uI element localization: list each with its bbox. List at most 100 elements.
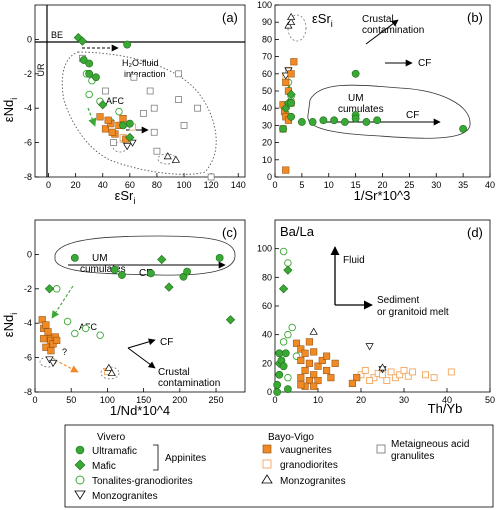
legend-monzogranites-v: Monzogranites (92, 491, 158, 502)
panel-a-point-monzogranites (123, 143, 132, 151)
cf-label-c1: CF (139, 268, 152, 279)
um-label-b: UM (348, 93, 364, 104)
bv-monzogranite-ring-c (100, 366, 120, 380)
panel-d-point-vaugnerites (327, 374, 335, 382)
panel-a-point-ultramafic (123, 40, 132, 49)
panel-a-point-metaigneous-acid-granulites (150, 128, 158, 136)
panel-b-ytick-label: 70 (262, 52, 272, 62)
panel-b-xtick-label: 40 (485, 180, 495, 190)
legend-frame (64, 424, 494, 508)
panel-d-xtick-label: 50 (485, 395, 495, 405)
panel-c-point-mafic (157, 254, 167, 265)
legend-mafic-marker (74, 459, 86, 471)
afc-arrow-a (87, 107, 97, 127)
legend: Vivero Ultramafic Mafic Appinites Tonali… (64, 424, 494, 508)
panel-d-ytick-label: 80 (262, 272, 272, 282)
panel-d-point-granodiorites (383, 377, 391, 384)
legend-metaigneous-marker (376, 444, 386, 454)
legend-bayo-title: Bayo-Vigo (268, 432, 314, 443)
panel-b-point-vaugnerites (287, 70, 295, 78)
panel-d-point-vaugnerites (310, 371, 318, 379)
panel-d-ytick-label: 60 (262, 301, 272, 311)
panel-c-point-vaugnerites (44, 328, 52, 336)
um-label-c: UM (92, 253, 108, 264)
panel-c-point-tonalites-granodiorites (63, 317, 72, 326)
panel-a-point-ultramafic (125, 119, 134, 128)
panel-c-xtick-label: 250 (209, 395, 224, 405)
panel-a-xtick-label: 140 (231, 180, 246, 190)
panel-d-point-vaugnerites (318, 356, 326, 365)
panel-b-point-mafic (286, 89, 296, 100)
panel-c-point-vaugnerites (42, 321, 50, 329)
panel-a-point-metaigneous-acid-granulites (139, 109, 147, 117)
panel-c-label: (c) (222, 225, 237, 240)
panel-d-ytick-label: 40 (262, 330, 272, 340)
panel-d-point-vaugnerites (297, 374, 305, 382)
panel-b-point-ultramafic (287, 112, 296, 121)
panel-c-ytick-label: -6 (24, 353, 32, 363)
panel-b-xtick-label: 0 (272, 180, 277, 190)
panel-b-xtick-label: 25 (404, 180, 414, 190)
legend-tonalites-marker (75, 475, 85, 485)
panel-a-xtick-label: 120 (204, 180, 219, 190)
cf-label-c2: CF (160, 337, 173, 348)
panel-b-ytick-label: 100 (257, 0, 272, 10)
panel-b-point-ultramafic (351, 114, 360, 123)
panel-d-point-vaugnerites (314, 376, 322, 385)
panel-b-xtick-label: 5 (299, 180, 304, 190)
panel-d-point-mafic (283, 265, 293, 275)
panel-d-label: (d) (467, 225, 483, 240)
contamination-label-c: contamination (158, 378, 220, 389)
panel-d-point-monzogranites-bayo-vigo (309, 327, 318, 335)
panel-c-point-vaugnerites (47, 347, 55, 355)
panel-b-ytick-label: 20 (262, 138, 272, 148)
panel-d-point-vaugnerites (292, 339, 301, 347)
panel-d-point-ultramafic (275, 349, 284, 358)
panel-a-point-tonalites-granodiorites (85, 90, 93, 99)
panel-b-point-ultramafic (340, 118, 349, 126)
panel-b-point-ultramafic (297, 118, 306, 126)
contamination-label-b: contamination (362, 25, 424, 36)
panel-d-point-monzogranites-bayo-vigo (378, 363, 387, 371)
panel-b-ytick-label: 80 (262, 34, 272, 44)
panel-d-point-monzogranites (365, 343, 374, 351)
panel-d-xtick-label: 30 (399, 395, 409, 405)
panel-d-point-vaugnerites (301, 349, 309, 357)
panel-d-ytick-label: 0 (267, 387, 272, 397)
panel-b-point-monzogranites (281, 72, 290, 80)
panel-a-point-ultramafic (85, 59, 94, 68)
panel-c-ytick-label: -2 (24, 284, 32, 294)
panel-a-ytick-label: -8 (24, 172, 32, 182)
panel-d-point-granodiorites (430, 374, 438, 382)
panel-a-ytick-label: 0 (27, 34, 32, 44)
bv-monzogranite-ring-b (287, 14, 307, 42)
cf-arrow-c2 (127, 338, 156, 349)
crustal-label-b: Crustal (362, 14, 394, 25)
appinites-bracket (153, 444, 159, 471)
legend-vaugnerites-marker (262, 444, 272, 454)
panel-d-point-vaugnerites (310, 382, 318, 390)
panel-a-label: (a) (222, 10, 238, 25)
legend-granodiorites: granodiorites (280, 460, 338, 471)
panel-a-point-metaigneous-acid-granulites (102, 87, 109, 95)
granulite-envelope (61, 51, 217, 175)
legend-ultramafic: Ultramafic (92, 446, 137, 457)
panel-b-point-monzogranites-bayo-vigo (287, 18, 296, 26)
panel-b-xtick-label: 20 (377, 180, 387, 190)
panel-d-point-granodiorites (409, 368, 417, 376)
cumulates-label-b: cumulates (338, 104, 384, 115)
panel-c-xtick-label: 100 (100, 395, 115, 405)
panel-b-xtick-label: 10 (324, 180, 334, 190)
panel-d-point-vaugnerites (348, 379, 356, 387)
panel-d-point-tonalites-granodiorites (279, 247, 288, 256)
panel-b-xtick-label: 30 (431, 180, 441, 190)
crustal-label-c: Crustal (158, 367, 190, 378)
fluid-label: Fluid (343, 255, 365, 266)
panel-b-xtick-label: 35 (458, 180, 468, 190)
panel-a-ytick-label: -4 (24, 103, 32, 113)
panel-c-point-ultramafic (183, 267, 191, 276)
panel-d-ytick-label: 20 (262, 358, 272, 368)
question-label-c: ? (62, 347, 67, 357)
panel-c-point-ultramafic (110, 265, 119, 274)
